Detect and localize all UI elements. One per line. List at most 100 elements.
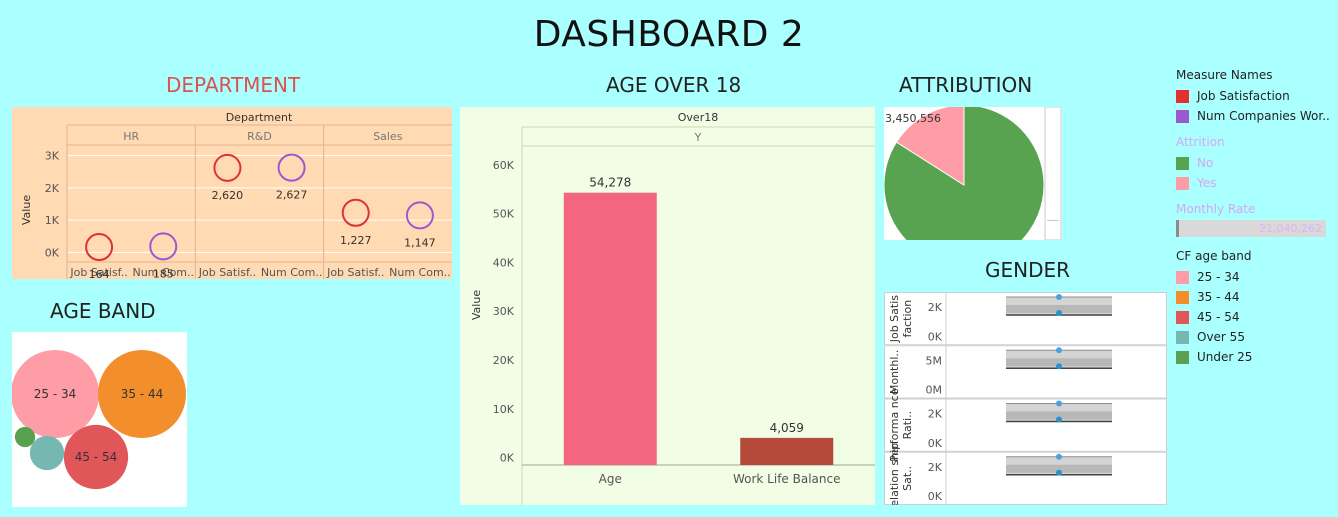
department-y-tick: 3K	[45, 150, 60, 163]
band-under-25-swatch	[1176, 350, 1189, 364]
over18-y-label: Value	[470, 290, 483, 320]
attribution-value-label: 3,450,556	[885, 112, 941, 125]
age-band-bubble-label: 35 - 44	[121, 387, 164, 401]
over18-bar	[740, 437, 834, 465]
measure-names-legend-title: Measure Names	[1176, 68, 1273, 82]
department-x-tick: Job Satisf..	[326, 266, 384, 279]
gender-row-frame	[884, 345, 1167, 399]
department-data-label: 2,627	[276, 189, 308, 202]
department-point	[405, 201, 434, 230]
attribution-section-title: ATTRIBUTION	[899, 73, 1033, 97]
legend-item-label: Num Companies Wor..	[1197, 109, 1330, 123]
gender-row-label: Sat..	[901, 466, 914, 491]
age-band-chart-svg: 25 - 34 35 - 44 45 - 54	[11, 350, 186, 490]
gender-box-inner	[1006, 411, 1112, 420]
age-band-bubble	[63, 424, 129, 490]
over18-y-tick: 30K	[493, 305, 515, 318]
measure-names-legend: Measure Names Job Satisfaction Num Compa…	[1176, 68, 1330, 126]
gender-chart[interactable]: Job Satis faction 2K 0K Monthl.. 5M 0M Performa…	[884, 292, 1167, 514]
num-companies-swatch	[1176, 109, 1189, 123]
department-x-tick: Job Satisf..	[198, 266, 256, 279]
gender-point	[1056, 416, 1062, 423]
age-band-bubble-label: 45 - 54	[75, 450, 118, 464]
gender-point	[1056, 310, 1062, 316]
age-over-18-section-title: AGE OVER 18	[606, 73, 742, 97]
age-band-bubble	[14, 426, 36, 448]
gender-y-tick: 0K	[928, 330, 943, 343]
gender-row-label: Relation ship	[888, 443, 901, 505]
department-data-label: 1,147	[404, 236, 436, 249]
attribution-slice	[895, 107, 965, 186]
gender-box-inner	[1006, 464, 1112, 473]
monthly-rate-legend-title: Monthly Rate	[1176, 202, 1256, 216]
department-group-label: Sales	[373, 130, 403, 143]
legend-item-under-25[interactable]: Under 25	[1176, 347, 1252, 367]
age-band-bubble	[11, 350, 99, 438]
legend-item-label: 45 - 54	[1197, 310, 1240, 324]
gender-section-title: GENDER	[985, 258, 1071, 282]
band-25-34-swatch	[1176, 270, 1189, 284]
department-data-label: 2,620	[212, 189, 244, 202]
gender-box-inner	[1006, 305, 1112, 313]
gender-row-label: Job Satis	[888, 295, 901, 344]
department-point	[85, 233, 114, 262]
gender-point	[1056, 347, 1062, 354]
over18-x-tick: Age	[599, 472, 622, 486]
legend-item-attrition-yes[interactable]: Yes	[1176, 173, 1225, 193]
department-point	[213, 153, 242, 182]
dashboard-title: DASHBOARD 2	[533, 14, 805, 55]
attrition-legend: Attrition No Yes	[1176, 135, 1225, 193]
department-chart[interactable]: Department Value 3K 2K 1K 0K HR Job Satisf.. N…	[12, 107, 452, 281]
gender-y-tick: 0M	[926, 384, 943, 397]
band-35-44-swatch	[1176, 290, 1189, 304]
gender-row-label: faction	[901, 300, 914, 338]
department-data-label: 185	[153, 267, 174, 279]
over18-data-label: 4,059	[770, 421, 804, 435]
gender-point	[1056, 453, 1062, 460]
gender-point	[1056, 469, 1062, 476]
over18-y-tick: 50K	[493, 208, 515, 221]
age-over-18-chart[interactable]: Over18 Y Value 60K 50K 40K 30K 20K 10K 0K 54,2…	[460, 107, 875, 505]
attribution-chart[interactable]: 3,450,556	[884, 106, 1062, 241]
department-header: Department	[226, 111, 293, 124]
over18-x-tick: Work Life Balance	[733, 472, 841, 486]
legend-item-45-54[interactable]: 45 - 54	[1176, 307, 1252, 327]
gender-point	[1056, 400, 1062, 407]
over18-y-tick: 40K	[493, 256, 515, 269]
over18-data-label: 54,278	[589, 176, 631, 190]
legend-item-label: Yes	[1197, 176, 1217, 190]
over18-y-tick: 60K	[493, 159, 515, 172]
legend-item-job-satisfaction[interactable]: Job Satisfaction	[1176, 86, 1330, 106]
legend-item-attrition-no[interactable]: No	[1176, 153, 1225, 173]
gender-y-tick: 5M	[926, 354, 943, 367]
department-y-tick: 0K	[45, 246, 60, 259]
department-y-label: Value	[20, 195, 33, 225]
age-band-bubble-label: 25 - 34	[34, 387, 77, 401]
gender-y-tick: 0K	[928, 490, 943, 503]
department-group-label: HR	[123, 130, 139, 143]
job-satisfaction-swatch	[1176, 89, 1189, 103]
department-point	[277, 153, 306, 182]
gender-y-tick: 2K	[928, 301, 943, 314]
age-band-chart[interactable]: 25 - 34 35 - 44 45 - 54	[11, 332, 187, 507]
legend-item-over-55[interactable]: Over 55	[1176, 327, 1252, 347]
department-point	[149, 232, 178, 261]
legend-item-num-companies[interactable]: Num Companies Wor..	[1176, 106, 1330, 126]
legend-item-35-44[interactable]: 35 - 44	[1176, 287, 1252, 307]
gender-row-label: Monthl..	[888, 350, 901, 395]
legend-item-25-34[interactable]: 25 - 34	[1176, 267, 1252, 287]
attribution-chart-svg: 3,450,556	[884, 106, 1062, 241]
gender-row-frame	[884, 451, 1167, 505]
attribution-scrollbar-thumb[interactable]	[1047, 220, 1059, 221]
gender-row-frame	[884, 292, 1167, 346]
gender-box-inner	[1006, 358, 1112, 367]
legend-item-label: No	[1197, 156, 1214, 170]
monthly-rate-bar[interactable]: 21,040,262	[1176, 220, 1326, 237]
age-band-section-title: AGE BAND	[50, 299, 156, 323]
department-y-tick: 1K	[45, 214, 60, 227]
gender-y-tick: 0K	[928, 437, 943, 450]
over18-y-tick: 20K	[493, 354, 515, 367]
age-band-bubble	[29, 435, 65, 471]
attrition-yes-swatch	[1176, 176, 1189, 190]
department-section-title: DEPARTMENT	[166, 73, 301, 97]
